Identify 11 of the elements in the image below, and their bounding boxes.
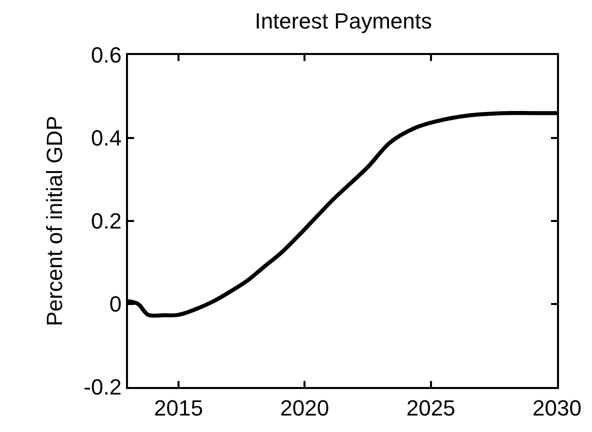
x-tick-label: 2015: [154, 395, 203, 420]
y-axis-title: Percent of initial GDP: [42, 116, 67, 326]
y-tick-label: 0.6: [91, 42, 122, 68]
x-tick-label: 2030: [532, 395, 582, 420]
y-tick-label: 0.4: [91, 126, 122, 151]
y-tick-label: -0.2: [84, 374, 122, 400]
x-tick-label: 2025: [406, 395, 456, 420]
y-tick-label: 0.2: [91, 208, 122, 234]
y-tick-label: 0: [109, 292, 122, 317]
chart-title: Interest Payments: [254, 8, 432, 34]
x-tick-label: 2020: [280, 395, 330, 420]
